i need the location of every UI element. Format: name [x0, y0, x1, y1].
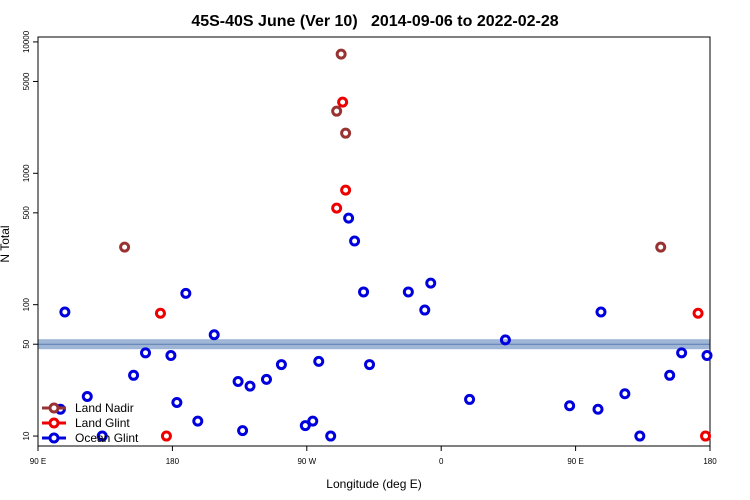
point — [160, 430, 172, 442]
chart-title: 45S-40S June (Ver 10) 2014-09-06 to 2022… — [191, 13, 558, 30]
point — [165, 350, 177, 362]
legend-marker — [48, 417, 60, 429]
point — [340, 127, 352, 139]
point — [260, 373, 272, 385]
x-tick-label: 90 E — [567, 457, 583, 466]
point — [425, 277, 437, 289]
point — [313, 355, 325, 367]
point — [128, 369, 140, 381]
legend-label: Land Nadir — [75, 401, 134, 415]
point — [275, 359, 287, 371]
point — [237, 425, 249, 437]
point — [700, 430, 712, 442]
legend-label: Land Glint — [75, 416, 130, 430]
point — [192, 415, 204, 427]
point — [119, 241, 131, 253]
legend-label: Ocean Glint — [75, 431, 139, 445]
point — [331, 105, 343, 117]
x-tick-label: 90 W — [297, 457, 316, 466]
point — [325, 430, 337, 442]
point — [464, 393, 476, 405]
point — [499, 334, 511, 346]
point — [244, 380, 256, 392]
x-tick-label: 180 — [703, 457, 717, 466]
point — [180, 287, 192, 299]
point — [340, 184, 352, 196]
point — [664, 369, 676, 381]
point — [81, 391, 93, 403]
y-tick-label: 10 — [22, 431, 31, 440]
point — [335, 48, 347, 60]
point — [331, 202, 343, 214]
x-tick-label: 90 E — [30, 457, 46, 466]
point — [419, 304, 431, 316]
point — [343, 212, 355, 224]
point — [337, 96, 349, 108]
point — [232, 376, 244, 388]
legend-marker — [48, 432, 60, 444]
point — [59, 306, 71, 318]
plot-frame — [37, 36, 711, 447]
point — [595, 306, 607, 318]
point — [402, 286, 414, 298]
point — [592, 403, 604, 415]
point — [564, 400, 576, 412]
point — [619, 388, 631, 400]
point — [655, 241, 667, 253]
y-tick-label: 50 — [22, 339, 31, 348]
y-tick-label: 5000 — [22, 72, 31, 90]
point — [171, 397, 183, 409]
point — [692, 307, 704, 319]
point — [96, 430, 108, 442]
y-tick-label: 100 — [22, 297, 31, 311]
point — [676, 347, 688, 359]
point — [349, 235, 361, 247]
x-tick-label: 180 — [166, 457, 180, 466]
point — [358, 286, 370, 298]
y-tick-label: 500 — [22, 206, 31, 220]
point — [634, 430, 646, 442]
x-tick-label: 0 — [439, 457, 444, 466]
y-axis-label: N Total — [0, 225, 12, 262]
point — [364, 359, 376, 371]
y-tick-label: 1000 — [22, 164, 31, 182]
legend-marker — [48, 402, 60, 414]
x-axis-label: Longitude (deg E) — [326, 477, 421, 491]
point — [299, 420, 311, 432]
point — [140, 347, 152, 359]
point — [701, 350, 713, 362]
point — [208, 329, 220, 341]
point — [307, 415, 319, 427]
point — [154, 307, 166, 319]
y-tick-label: 10000 — [22, 30, 31, 53]
